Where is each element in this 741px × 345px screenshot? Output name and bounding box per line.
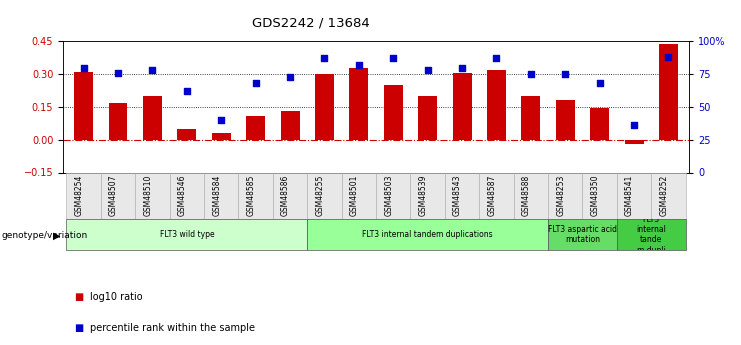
Bar — [204, 172, 239, 219]
Bar — [342, 172, 376, 219]
Text: GSM48584: GSM48584 — [212, 175, 222, 216]
Point — [628, 122, 640, 128]
Point — [216, 117, 227, 123]
Text: FLT3 wild type: FLT3 wild type — [159, 230, 214, 239]
Point — [181, 88, 193, 94]
Bar — [376, 172, 411, 219]
Point — [559, 71, 571, 77]
Bar — [315, 74, 334, 140]
Text: percentile rank within the sample: percentile rank within the sample — [90, 323, 256, 333]
Text: GSM48587: GSM48587 — [488, 175, 496, 216]
Bar — [67, 172, 101, 219]
Point — [319, 56, 330, 61]
Bar — [617, 172, 651, 219]
Bar — [281, 111, 299, 140]
Bar — [67, 219, 308, 250]
Bar — [177, 129, 196, 140]
Bar — [591, 108, 609, 140]
Bar — [384, 85, 402, 140]
Bar — [522, 96, 540, 140]
Point — [112, 70, 124, 76]
Text: GSM48539: GSM48539 — [419, 175, 428, 216]
Point — [456, 65, 468, 70]
Text: FLT3 aspartic acid
mutation: FLT3 aspartic acid mutation — [548, 225, 617, 244]
Text: GDS2242 / 13684: GDS2242 / 13684 — [253, 16, 370, 29]
Bar — [170, 172, 204, 219]
Text: GSM48254: GSM48254 — [75, 175, 84, 216]
Point — [662, 55, 674, 60]
Text: GSM48543: GSM48543 — [453, 175, 462, 216]
Text: GSM48255: GSM48255 — [316, 175, 325, 216]
Text: genotype/variation: genotype/variation — [1, 231, 87, 240]
Bar — [350, 68, 368, 140]
Text: GSM48546: GSM48546 — [178, 175, 187, 216]
Text: GSM48586: GSM48586 — [281, 175, 290, 216]
Bar — [143, 96, 162, 140]
Bar — [453, 73, 471, 140]
Bar — [109, 102, 127, 140]
Bar — [239, 172, 273, 219]
Bar — [101, 172, 136, 219]
Text: GSM48503: GSM48503 — [385, 175, 393, 216]
Bar — [659, 43, 678, 140]
Text: GSM48510: GSM48510 — [144, 175, 153, 216]
Point — [422, 68, 433, 73]
Bar — [582, 172, 617, 219]
Text: GSM48350: GSM48350 — [591, 175, 599, 216]
Bar — [445, 172, 479, 219]
Text: FLT3 internal tandem duplications: FLT3 internal tandem duplications — [362, 230, 493, 239]
Point — [491, 56, 502, 61]
Bar — [617, 219, 685, 250]
Bar — [411, 172, 445, 219]
Text: GSM48588: GSM48588 — [522, 175, 531, 216]
Bar — [548, 172, 582, 219]
Bar — [273, 172, 308, 219]
Text: ■: ■ — [74, 323, 83, 333]
Point — [250, 81, 262, 86]
Point — [78, 65, 90, 70]
Text: FLT3
internal
tande
m dupli: FLT3 internal tande m dupli — [637, 215, 666, 255]
Bar — [479, 172, 514, 219]
Bar — [246, 116, 265, 140]
Point — [147, 68, 159, 73]
Text: GSM48253: GSM48253 — [556, 175, 565, 216]
Bar — [556, 100, 575, 140]
Bar — [514, 172, 548, 219]
Text: ■: ■ — [74, 292, 83, 302]
Text: GSM48585: GSM48585 — [247, 175, 256, 216]
Point — [525, 71, 536, 77]
Text: log10 ratio: log10 ratio — [90, 292, 143, 302]
Bar — [651, 172, 685, 219]
Bar — [548, 219, 617, 250]
Point — [594, 81, 605, 86]
Text: GSM48541: GSM48541 — [625, 175, 634, 216]
Text: GSM48501: GSM48501 — [350, 175, 359, 216]
Point — [388, 56, 399, 61]
Text: ▶: ▶ — [53, 230, 61, 240]
Bar — [487, 70, 506, 140]
Bar — [135, 172, 170, 219]
Bar — [625, 140, 643, 144]
Point — [353, 62, 365, 68]
Text: GSM48252: GSM48252 — [659, 175, 668, 216]
Bar — [212, 133, 230, 140]
Bar — [418, 96, 437, 140]
Text: GSM48507: GSM48507 — [109, 175, 118, 216]
Point — [284, 74, 296, 80]
Bar — [308, 172, 342, 219]
Bar — [308, 219, 548, 250]
Bar — [74, 72, 93, 140]
